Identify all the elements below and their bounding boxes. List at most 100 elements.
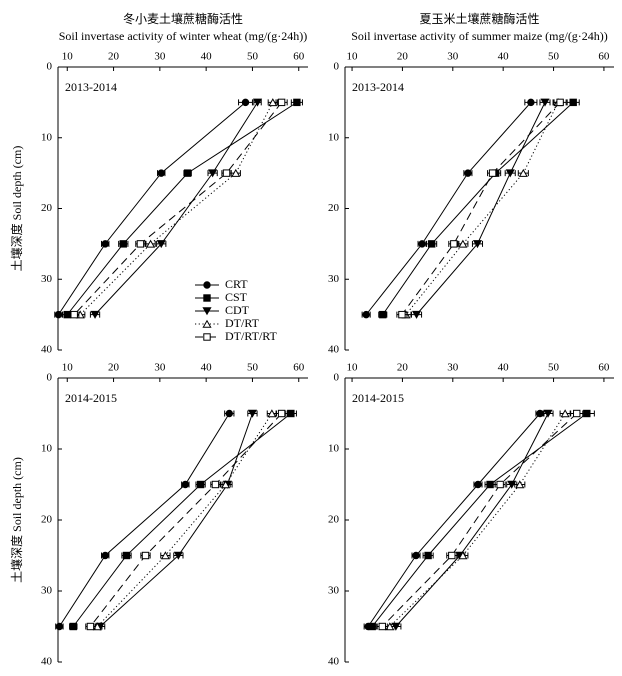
marker <box>55 622 64 631</box>
y-tick-label: 10 <box>41 131 53 143</box>
marker <box>474 480 482 489</box>
marker <box>450 240 458 248</box>
series-line <box>416 102 546 315</box>
series-line <box>96 413 273 627</box>
marker <box>543 409 553 418</box>
marker <box>141 551 150 560</box>
marker <box>181 480 190 489</box>
marker <box>379 310 387 319</box>
marker <box>173 551 183 560</box>
marker <box>293 98 301 107</box>
panel-label: 2013-2014 <box>352 80 404 94</box>
marker <box>90 310 100 319</box>
marker <box>225 409 233 418</box>
marker <box>412 551 420 560</box>
x-tick-label: 10 <box>347 51 359 63</box>
x-tick-label: 10 <box>62 51 74 63</box>
series-line <box>99 413 253 627</box>
series-line <box>389 413 566 627</box>
marker <box>157 169 165 177</box>
x-axis-label: Soil invertase activity of summer maize … <box>351 29 608 43</box>
marker <box>378 622 386 631</box>
x-tick-label: 20 <box>108 362 120 374</box>
series-line <box>371 413 588 627</box>
marker <box>540 98 550 107</box>
series-line <box>395 413 549 627</box>
marker <box>424 551 432 560</box>
marker <box>418 240 426 248</box>
marker <box>472 240 483 249</box>
x-tick-label: 10 <box>62 362 74 374</box>
x-tick-label: 40 <box>498 362 510 374</box>
marker <box>496 480 504 489</box>
marker <box>368 622 376 631</box>
marker <box>458 239 468 248</box>
legend-marker <box>203 281 211 289</box>
legend-label: DT/RT <box>225 316 260 330</box>
marker <box>222 169 231 177</box>
y-tick-label: 0 <box>334 372 340 384</box>
x-tick-label: 30 <box>154 51 166 63</box>
y-tick-label: 0 <box>47 372 53 384</box>
series-line <box>58 101 246 315</box>
marker <box>211 480 220 489</box>
x-tick-label: 30 <box>154 362 166 374</box>
marker <box>241 98 250 107</box>
legend-label: CRT <box>225 277 248 291</box>
y-tick-label: 40 <box>328 344 340 356</box>
y-tick-label: 0 <box>47 61 53 73</box>
series-line <box>66 101 298 315</box>
y-axis-label: 土壤深度 Soil depth (cm) <box>9 457 24 583</box>
series-line <box>381 413 578 627</box>
marker <box>267 409 277 418</box>
marker <box>583 409 591 418</box>
series-line <box>401 102 561 315</box>
y-tick-label: 20 <box>328 202 340 214</box>
y-tick-label: 40 <box>41 344 53 356</box>
marker <box>385 622 395 631</box>
marker <box>556 98 564 107</box>
marker <box>536 409 544 418</box>
y-tick-label: 0 <box>334 61 340 73</box>
marker <box>69 622 77 631</box>
x-tick-label: 30 <box>447 51 459 63</box>
y-tick-label: 20 <box>328 514 340 526</box>
legend-marker <box>202 319 212 328</box>
marker <box>70 310 78 319</box>
marker <box>527 98 535 107</box>
x-tick-label: 40 <box>498 51 510 63</box>
marker <box>573 409 581 418</box>
marker <box>252 98 263 107</box>
y-tick-label: 30 <box>41 273 53 285</box>
y-tick-label: 10 <box>328 131 340 143</box>
marker <box>448 551 456 560</box>
y-tick-label: 30 <box>328 273 340 285</box>
x-tick-label: 20 <box>397 51 409 63</box>
y-tick-label: 20 <box>41 202 53 214</box>
series-line <box>382 102 574 315</box>
marker <box>569 98 577 107</box>
series-line <box>72 413 292 627</box>
marker <box>268 98 278 107</box>
marker <box>231 168 241 177</box>
marker <box>101 240 109 248</box>
marker <box>247 409 258 418</box>
marker <box>515 480 525 489</box>
panel-label: 2014-2015 <box>352 391 404 405</box>
x-tick-label: 20 <box>108 51 120 63</box>
legend-marker <box>202 307 212 316</box>
marker <box>560 409 570 418</box>
x-tick-label: 60 <box>293 51 305 63</box>
marker <box>464 169 472 177</box>
marker <box>427 240 436 248</box>
marker <box>398 310 406 319</box>
marker <box>411 310 422 319</box>
series-line <box>90 413 282 627</box>
y-axis-label: 土壤深度 Soil depth (cm) <box>9 146 24 272</box>
marker <box>86 622 95 631</box>
y-tick-label: 40 <box>328 656 340 668</box>
marker <box>277 98 286 107</box>
marker <box>156 240 166 249</box>
series-line <box>405 102 559 315</box>
marker <box>54 310 63 319</box>
